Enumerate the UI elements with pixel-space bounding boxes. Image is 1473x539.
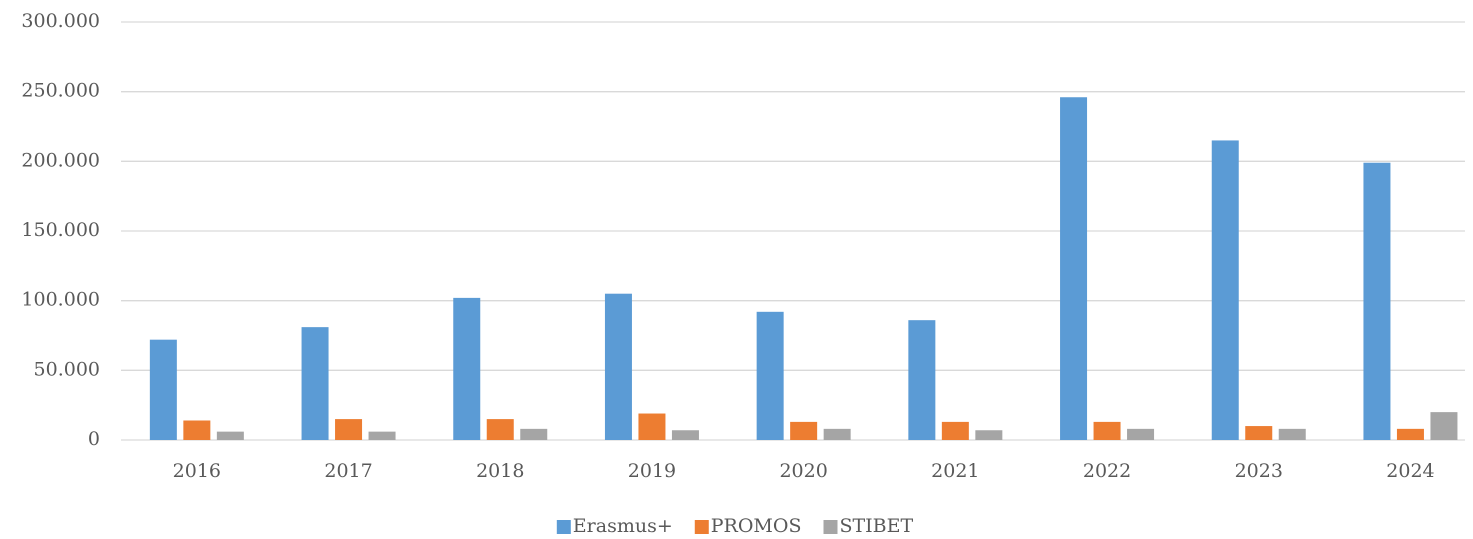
x-tick-label: 2024	[1386, 460, 1434, 482]
bar	[1093, 421, 1121, 440]
bar	[790, 421, 818, 440]
bar	[1430, 412, 1458, 440]
bar	[638, 413, 666, 440]
bar	[823, 428, 851, 440]
bar	[486, 419, 514, 440]
bar	[368, 431, 396, 440]
bar	[1278, 428, 1306, 440]
legend-swatch	[694, 520, 709, 534]
bar	[671, 430, 699, 440]
bar	[1127, 428, 1155, 440]
bar	[941, 421, 969, 440]
bar	[604, 293, 632, 440]
y-tick-label: 50.000	[34, 358, 100, 380]
x-tick-label: 2022	[1083, 460, 1131, 482]
bar	[1396, 428, 1424, 440]
x-tick-label: 2021	[931, 460, 979, 482]
x-tick-label: 2023	[1235, 460, 1283, 482]
bar	[975, 430, 1003, 440]
x-tick-label: 2020	[779, 460, 827, 482]
legend-label: Erasmus+	[573, 515, 673, 537]
bar	[335, 419, 363, 440]
bar	[908, 320, 936, 440]
bar	[301, 327, 329, 440]
legend-swatch	[823, 520, 838, 534]
y-tick-label: 150.000	[21, 219, 100, 241]
legend-label: PROMOS	[711, 515, 802, 537]
y-tick-label: 100.000	[21, 289, 100, 311]
y-tick-label: 200.000	[21, 149, 100, 171]
legend-label: STIBET	[839, 515, 913, 537]
bar	[453, 297, 481, 440]
bar	[1211, 140, 1239, 440]
bar	[756, 311, 784, 440]
x-tick-label: 2019	[628, 460, 676, 482]
bar	[520, 428, 548, 440]
x-tick-label: 2017	[324, 460, 372, 482]
bar	[1245, 426, 1273, 440]
bar	[1060, 97, 1088, 441]
y-tick-label: 0	[88, 428, 100, 450]
x-tick-label: 2018	[476, 460, 524, 482]
x-tick-label: 2016	[173, 460, 221, 482]
y-tick-label: 250.000	[21, 80, 100, 102]
y-tick-label: 300.000	[21, 10, 100, 32]
bar	[216, 431, 244, 440]
legend-swatch	[556, 520, 571, 534]
bar	[1363, 162, 1391, 440]
bar	[149, 339, 177, 440]
bar	[183, 420, 211, 440]
